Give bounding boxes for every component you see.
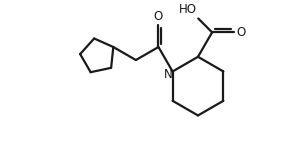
Text: O: O	[236, 26, 245, 39]
Text: HO: HO	[179, 3, 196, 16]
Text: O: O	[154, 10, 163, 23]
Text: N: N	[164, 68, 173, 81]
